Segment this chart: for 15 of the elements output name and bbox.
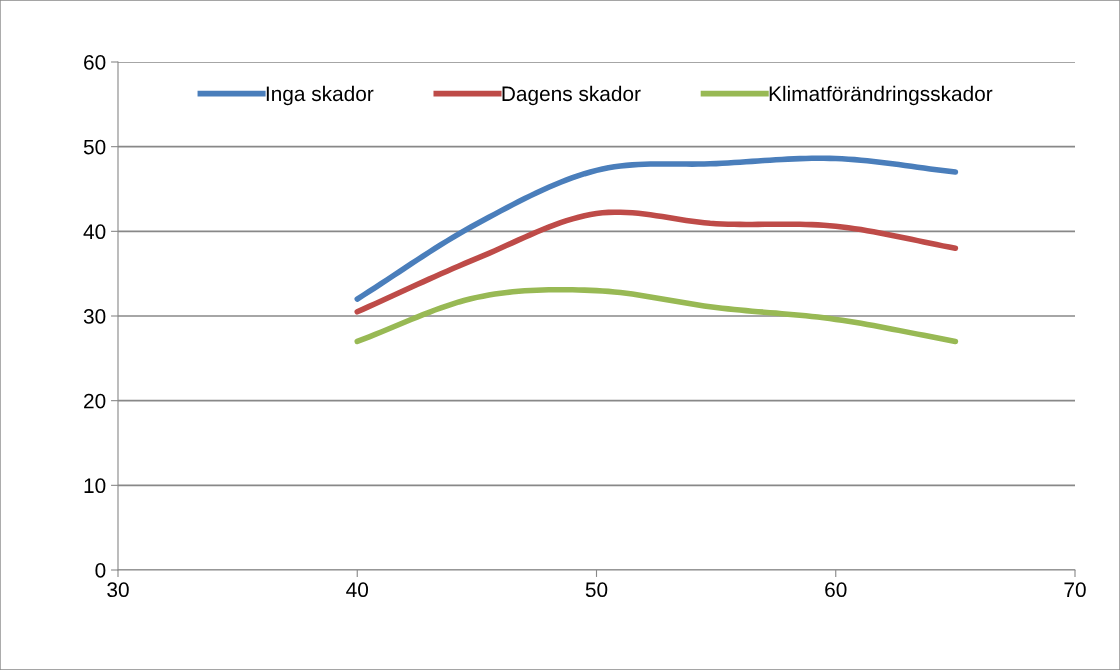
y-tick-label: 60 xyxy=(84,55,106,70)
y-tick-label: 30 xyxy=(83,309,106,324)
legend-label: Dagens skador xyxy=(502,85,641,106)
x-tick-label: 70 xyxy=(1064,582,1086,598)
x-tick-label: 40 xyxy=(346,582,369,598)
x-tick-label: 50 xyxy=(585,582,608,598)
y-tick-label: 10 xyxy=(84,478,106,494)
x-tick-label: 30 xyxy=(107,582,129,598)
y-tick-label: 0 xyxy=(95,563,106,578)
legend-label: Klimatförändringsskador xyxy=(769,85,993,106)
y-tick-label: 50 xyxy=(83,139,106,155)
x-tick-label: 60 xyxy=(825,582,847,598)
legend-label: Inga skador xyxy=(266,85,374,106)
y-tick-label: 20 xyxy=(84,393,106,409)
y-tick-label: 40 xyxy=(83,224,106,240)
